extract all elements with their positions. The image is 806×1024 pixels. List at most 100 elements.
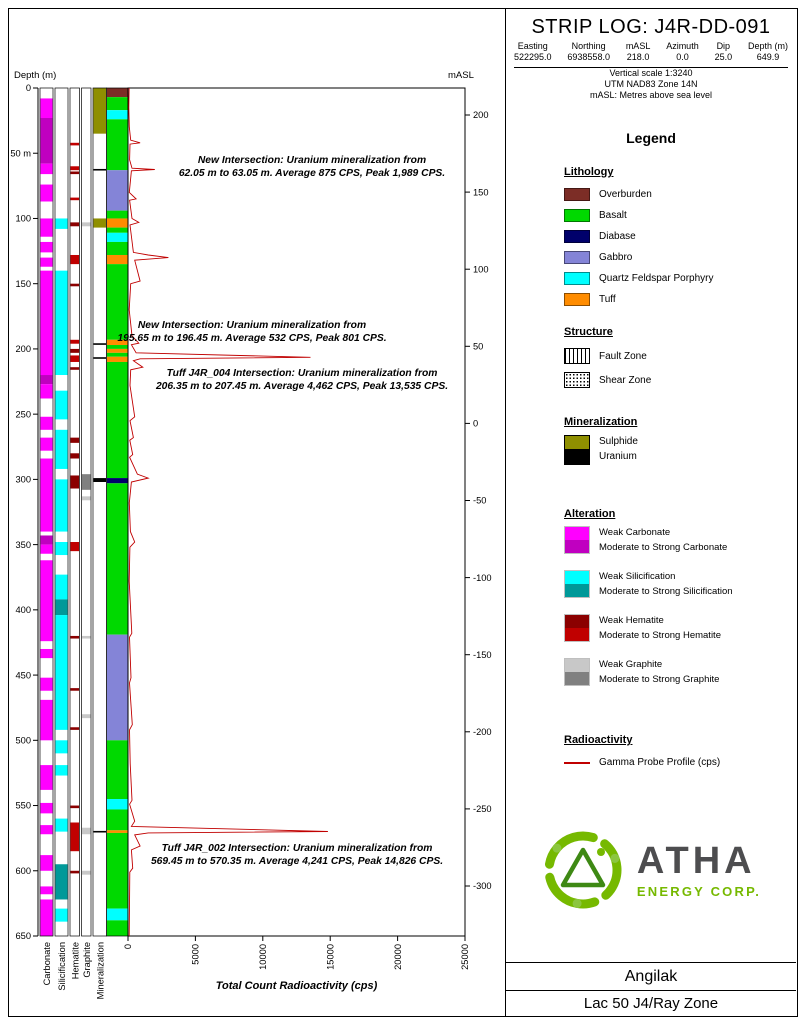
- silicification-interval: [55, 574, 68, 600]
- silicification-interval: [55, 908, 68, 922]
- gamma-line-swatch: [564, 761, 590, 764]
- legend-structure: Structure Fault Zone Shear Zone: [564, 326, 788, 392]
- legend-item-basalt: Basalt: [564, 205, 788, 226]
- carbonate-interval: [40, 270, 53, 376]
- carbonate-interval: [40, 765, 53, 790]
- hematite-interval: [70, 171, 80, 175]
- collar-field-azimuth: Azimuth 0.0: [666, 41, 699, 62]
- scale-notes: Vertical scale 1:3240 UTM NAD83 Zone 14N…: [506, 68, 796, 101]
- graphite-interval: [81, 635, 91, 639]
- silicification-interval: [55, 270, 68, 376]
- legend-lithology: Lithology Overburden Basalt Diabase Gabb…: [564, 166, 788, 310]
- legend-item-tuff: Tuff: [564, 289, 788, 310]
- uranium-swatch: [564, 449, 590, 465]
- mineralization-interval: [93, 168, 107, 171]
- carbonate-interval: [40, 118, 53, 164]
- hematite-interval: [70, 254, 80, 265]
- note-masl: mASL: Metres above sea level: [589, 90, 713, 100]
- lithology-interval: [106, 478, 128, 484]
- tuff-swatch: [564, 293, 590, 306]
- cps-tick-label: 10000: [258, 944, 268, 970]
- intersection-annotation-line1: Tuff J4R_004 Intersection: Uranium miner…: [167, 368, 438, 379]
- lithology-interval: [106, 830, 128, 833]
- carbonate-interval: [40, 241, 53, 253]
- zone-name: Lac 50 J4/Ray Zone: [583, 995, 719, 1012]
- mineralization-interval: [93, 357, 107, 359]
- lithology-interval: [106, 339, 128, 346]
- cps-tick-label: 0: [123, 944, 133, 949]
- silicification-interval: [55, 218, 68, 229]
- legend-radioactivity: Radioactivity Gamma Probe Profile (cps): [564, 734, 788, 773]
- mineralization-track: [93, 88, 107, 936]
- lithology-interval: [106, 634, 128, 741]
- legend-item-overburden: Overburden: [564, 184, 788, 205]
- carbonate-interval: [40, 648, 53, 659]
- lithology-interval: [106, 232, 128, 242]
- legend-group-silicification: Weak Silicification Moderate to Strong Si…: [564, 570, 788, 598]
- collar-field-easting: Easting 522295.0: [514, 41, 552, 62]
- legend-alteration: Alteration Weak Carbonate Moderate to Str…: [564, 508, 788, 702]
- lithology-interval: [106, 799, 128, 810]
- atha-logo-mark: [544, 831, 622, 909]
- masl-tick-label: -200: [473, 727, 492, 737]
- legend-item-uranium: Uranium: [564, 449, 788, 465]
- lithology-interval: [106, 352, 128, 357]
- legend-item-shear-zone: Shear Zone: [564, 368, 788, 392]
- carbonate-interval: [40, 535, 53, 545]
- depth-axis-title: Depth (m): [14, 70, 56, 81]
- depth-tick-label: 0: [26, 83, 31, 93]
- cps-tick-label: 20000: [393, 944, 403, 970]
- track-label: Silicification: [57, 942, 67, 991]
- hematite-interval: [70, 822, 80, 852]
- hematite-interval: [70, 348, 80, 353]
- diabase-swatch: [564, 230, 590, 243]
- silicification-interval: [55, 615, 68, 730]
- cps-tick-label: 5000: [191, 944, 201, 965]
- basalt-swatch: [564, 209, 590, 222]
- overburden-swatch: [564, 188, 590, 201]
- lithology-interval: [106, 119, 128, 171]
- intersection-annotation-line2: 195.65 m to 196.45 m. Average 532 CPS, P…: [117, 333, 386, 344]
- legend-title: Legend: [626, 130, 676, 146]
- track-label: Mineralization: [95, 942, 105, 999]
- carbonate-interval: [40, 677, 53, 691]
- cps-tick-label: 15000: [325, 944, 335, 970]
- legend-item-diabase: Diabase: [564, 226, 788, 247]
- depth-tick-label: 250: [15, 409, 31, 419]
- graphite-interval: [81, 714, 91, 719]
- masl-axis-title: mASL: [448, 70, 474, 81]
- masl-tick-label: 100: [473, 264, 489, 274]
- hematite-interval: [70, 635, 80, 639]
- graphite-interval: [81, 870, 91, 875]
- track-label: Graphite: [82, 942, 92, 978]
- masl-tick-label: 150: [473, 187, 489, 197]
- sulphide-swatch: [564, 434, 590, 450]
- gamma-curve: [128, 87, 328, 937]
- lithology-interval: [106, 227, 128, 233]
- carbonate-interval: [40, 560, 53, 642]
- collar-info-table: Easting 522295.0 Northing 6938558.0 mASL…: [514, 41, 788, 68]
- lithology-interval: [106, 920, 128, 936]
- hematite-interval: [70, 283, 80, 287]
- lithology-interval: [106, 210, 128, 219]
- collar-field-masl: mASL 218.0: [625, 41, 651, 62]
- hematite-interval: [70, 142, 80, 146]
- graphite-interval: [81, 827, 91, 835]
- hematite-interval: [70, 870, 80, 874]
- silicification-track-border: [54, 87, 69, 937]
- graphite-track-border: [81, 87, 92, 937]
- fault-zone-swatch: [564, 348, 590, 364]
- lithology-interval: [106, 254, 128, 265]
- hematite-interval: [70, 367, 80, 370]
- carbonate-track-border: [39, 87, 54, 937]
- hematite-swatch: [564, 614, 590, 642]
- masl-tick-label: 200: [473, 110, 489, 120]
- intersection-annotation-line1: Tuff J4R_002 Intersection: Uranium miner…: [162, 843, 433, 854]
- legend-group-carbonate: Weak Carbonate Moderate to Strong Carbona…: [564, 526, 788, 554]
- atha-logo: ATHA ENERGY CORP.: [506, 828, 796, 912]
- title-block: Angilak Lac 50 J4/Ray Zone: [505, 962, 796, 1016]
- masl-tick-label: -100: [473, 573, 492, 583]
- graphite-track: [81, 88, 91, 936]
- lithology-interval: [106, 483, 128, 635]
- depth-tick-label: 400: [15, 605, 31, 615]
